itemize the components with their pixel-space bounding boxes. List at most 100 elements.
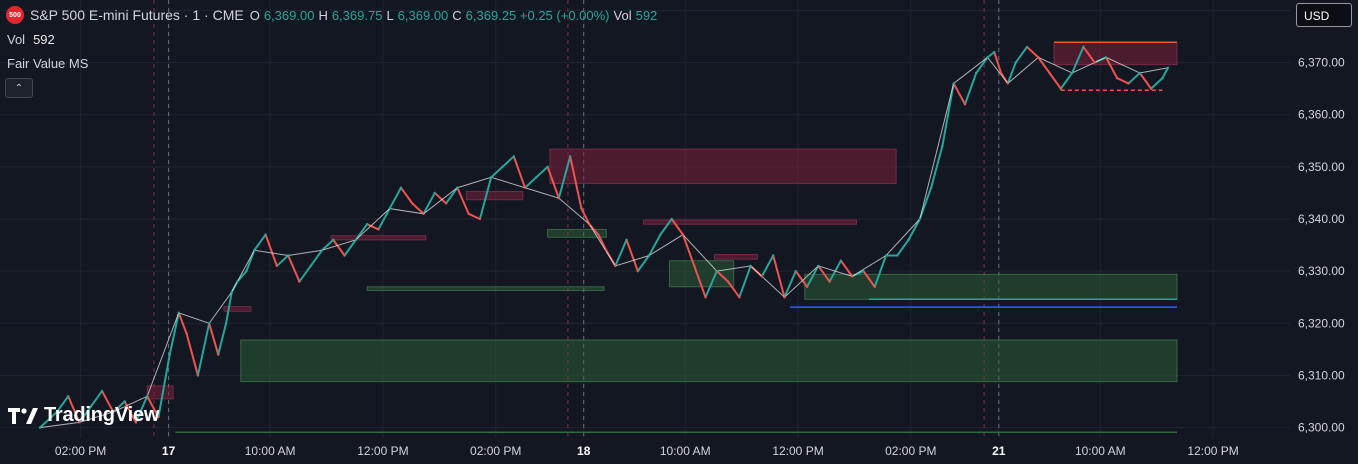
price-segment (411, 202, 425, 215)
price-segment (597, 233, 608, 252)
price-point (738, 296, 741, 299)
x-tick-label: 12:00 PM (357, 444, 408, 458)
price-point (839, 259, 843, 262)
price-point (275, 264, 279, 268)
price-segment (275, 254, 290, 267)
price-point (805, 285, 809, 288)
price-segment (896, 238, 910, 257)
price-point (783, 296, 786, 299)
price-segment (490, 165, 504, 179)
price-segment (569, 155, 583, 210)
price-point (377, 228, 380, 231)
price-point (100, 389, 104, 393)
price-point (647, 254, 651, 257)
ohlc-high-key: H (318, 7, 328, 23)
price-point (993, 50, 996, 54)
collapse-legend-button[interactable]: ⌃ (5, 78, 33, 98)
price-segment (388, 186, 402, 210)
symbol-badge-icon[interactable]: 500 (6, 6, 24, 24)
price-point (467, 212, 470, 215)
indicator-legend[interactable]: Fair Value MS (7, 56, 88, 71)
watermark-text: TradingView (44, 404, 160, 426)
price-segment (168, 311, 180, 356)
price-point (456, 186, 459, 189)
price-segment (146, 395, 160, 419)
price-segment (648, 233, 662, 257)
price-segment (1048, 72, 1062, 90)
price-point (253, 249, 256, 252)
price-segment (1006, 61, 1017, 85)
price-segment (332, 238, 346, 257)
price-point (196, 374, 200, 377)
price-point (659, 233, 662, 236)
price-point (177, 311, 180, 315)
price-segment (298, 264, 312, 283)
x-tick-label: 12:00 PM (1187, 444, 1238, 458)
price-segment (862, 270, 876, 288)
price-segment (456, 186, 470, 215)
price-point (850, 275, 854, 278)
price-point (1138, 71, 1142, 75)
price-segment (625, 238, 639, 273)
price-point (670, 217, 673, 221)
price-point (535, 176, 538, 179)
bearish-fair-value-zone (146, 385, 174, 400)
price-point (78, 421, 81, 424)
volume-legend[interactable]: Vol 592 (7, 32, 55, 47)
price-segment (941, 82, 955, 147)
ohlc-readout: O 6,369.00 H 6,369.75 L 6,369.00 C 6,369.25 … (250, 8, 658, 23)
bearish-fair-value-zone (465, 190, 524, 201)
price-point (224, 322, 228, 325)
price-segment (309, 249, 323, 267)
price-point (862, 269, 865, 273)
price-point (444, 202, 448, 205)
price-point (399, 186, 403, 189)
price-point (332, 238, 335, 242)
price-point (929, 186, 933, 189)
price-point (1059, 87, 1063, 90)
price-point (1166, 66, 1170, 69)
price-point (568, 155, 572, 158)
price-point (1048, 71, 1051, 75)
price-segment (89, 390, 104, 408)
price-segment (217, 322, 228, 356)
y-tick-label: 6,300.00 (1298, 421, 1345, 435)
price-point (681, 233, 685, 236)
price-point (636, 269, 640, 273)
price-segment (467, 212, 481, 220)
x-tick-label: 02:00 PM (470, 444, 521, 458)
price-point (230, 290, 233, 294)
price-segment (185, 332, 199, 377)
x-tick-label: 10:00 AM (245, 444, 296, 458)
price-segment (524, 176, 538, 189)
price-segment (1037, 56, 1051, 74)
price-point (1104, 56, 1108, 59)
ohlc-open-key: O (249, 7, 260, 23)
price-point (1037, 56, 1040, 59)
price-segment (918, 186, 933, 220)
currency-selector[interactable]: USD (1296, 3, 1352, 27)
price-segment (760, 254, 775, 278)
price-point (557, 196, 561, 200)
price-segment (817, 264, 831, 283)
price-segment (208, 322, 220, 356)
ohlc-vol-key: Vol (613, 7, 632, 23)
price-point (760, 275, 764, 278)
price-segment (501, 155, 515, 168)
price-segment (253, 233, 267, 252)
price-point (952, 82, 955, 85)
price-point (1116, 77, 1119, 80)
price-point (1025, 45, 1029, 49)
price-segment (806, 264, 820, 288)
price-segment (433, 191, 448, 205)
price-segment (704, 270, 718, 299)
price-point (828, 280, 831, 283)
price-point (1070, 71, 1074, 75)
x-tick-label: 18 (577, 444, 591, 458)
price-segment (1082, 45, 1096, 64)
price-segment (963, 72, 978, 106)
volume-legend-label: Vol (7, 32, 26, 47)
symbol-title[interactable]: S&P 500 E-mini Futures · 1 · CME (30, 7, 244, 23)
price-segment (264, 233, 278, 267)
